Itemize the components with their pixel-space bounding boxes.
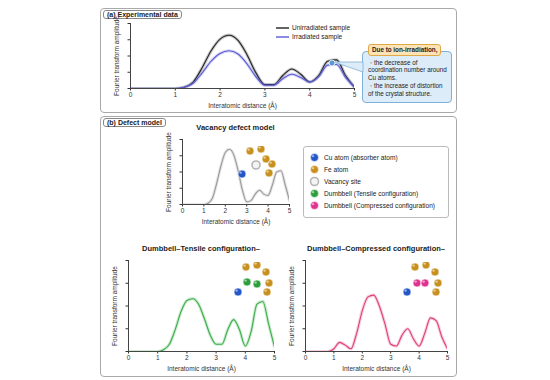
svg-text:0: 0 xyxy=(304,354,308,361)
svg-text:5: 5 xyxy=(273,354,277,361)
svg-text:2: 2 xyxy=(223,207,227,214)
html-text:Vacancy defect model: Vacancy defect model xyxy=(196,123,275,132)
html-text:(a) Experimental data: (a) Experimental data xyxy=(107,11,178,18)
svg-text:Interatomic distance (Å): Interatomic distance (Å) xyxy=(202,217,271,226)
svg-text:Fourier transform amplitude: Fourier transform amplitude xyxy=(165,132,173,212)
html-text:(b) Defect model: (b) Defect model xyxy=(107,119,162,126)
svg-text:2: 2 xyxy=(185,354,189,361)
html-text:Fe atom: Fe atom xyxy=(324,165,349,173)
svg-text:1: 1 xyxy=(202,207,206,214)
svg-text:3: 3 xyxy=(214,354,218,361)
html-text:Vacancy site: Vacancy site xyxy=(324,177,361,185)
svg-text:5: 5 xyxy=(446,354,450,361)
svg-text:Fourier transform amplitude: Fourier transform amplitude xyxy=(113,16,121,96)
svg-text:5: 5 xyxy=(353,91,357,98)
svg-text:0: 0 xyxy=(129,91,133,98)
html-text:Due to ion-irradiation,: Due to ion-irradiation, xyxy=(372,46,438,53)
svg-text:2: 2 xyxy=(218,91,222,98)
svg-text:3: 3 xyxy=(245,207,249,214)
html-text:Unirradiated sample: Unirradiated sample xyxy=(292,24,351,31)
svg-text:2: 2 xyxy=(360,354,364,361)
svg-text:Fourier transform amplitude: Fourier transform amplitude xyxy=(111,266,119,346)
svg-text:Interatomic distance (Å): Interatomic distance (Å) xyxy=(208,101,277,110)
html-text:Irradiated sample: Irradiated sample xyxy=(292,33,343,40)
svg-text:0: 0 xyxy=(127,354,131,361)
html-text:Dumbbell (Tensile configuratio: Dumbbell (Tensile configuration) xyxy=(324,189,419,197)
svg-text:1: 1 xyxy=(332,354,336,361)
svg-text:1: 1 xyxy=(173,91,177,98)
svg-text:5: 5 xyxy=(288,207,292,214)
html-text:Dumbbell–Compressed configurat: Dumbbell–Compressed configuration– xyxy=(307,244,445,253)
svg-text:Interatomic distance (Å): Interatomic distance (Å) xyxy=(167,364,236,373)
html-text:Cu atom (absorber atom): Cu atom (absorber atom) xyxy=(324,153,398,161)
html-text:・the decrease of coordination: ・the decrease of coordination number aro… xyxy=(368,58,447,81)
svg-text:4: 4 xyxy=(266,207,270,214)
svg-text:4: 4 xyxy=(417,354,421,361)
svg-text:1: 1 xyxy=(156,354,160,361)
svg-text:0: 0 xyxy=(181,207,185,214)
html-text:Dumbbell–Tensile configuration: Dumbbell–Tensile configuration– xyxy=(142,244,260,253)
svg-text:4: 4 xyxy=(243,354,247,361)
svg-text:3: 3 xyxy=(389,354,393,361)
svg-text:4: 4 xyxy=(308,91,312,98)
svg-text:Fourier transform amplitude: Fourier transform amplitude xyxy=(288,266,296,346)
svg-text:3: 3 xyxy=(263,91,267,98)
html-text:Dumbbell (Compressed configura: Dumbbell (Compressed configuration) xyxy=(324,201,435,209)
html-text:・the increase of distortion of: ・the increase of distortion of the cryst… xyxy=(368,82,443,97)
svg-text:Interatomic distance (Å): Interatomic distance (Å) xyxy=(342,364,411,373)
